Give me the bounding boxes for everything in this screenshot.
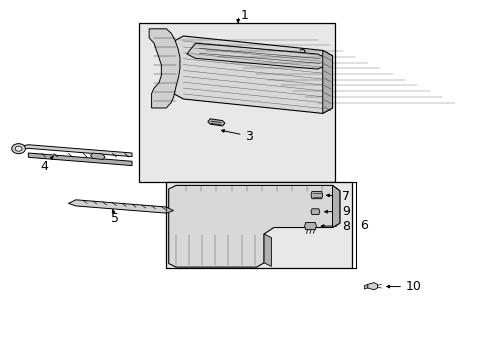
Text: 6: 6 (359, 219, 367, 231)
Text: 5: 5 (111, 209, 119, 225)
Polygon shape (186, 43, 326, 69)
Polygon shape (166, 207, 173, 213)
Text: 2: 2 (285, 48, 305, 61)
Text: 9: 9 (324, 205, 349, 218)
Text: 1: 1 (241, 9, 248, 22)
Polygon shape (310, 209, 319, 215)
Polygon shape (264, 234, 271, 266)
Text: 10: 10 (386, 280, 421, 293)
Polygon shape (310, 192, 322, 199)
Polygon shape (14, 145, 132, 157)
Polygon shape (367, 283, 377, 290)
Circle shape (12, 144, 25, 154)
Polygon shape (149, 29, 180, 108)
Text: 8: 8 (321, 220, 349, 233)
Polygon shape (322, 50, 332, 113)
Circle shape (15, 146, 22, 151)
Text: 3: 3 (221, 130, 253, 143)
Bar (139, 23, 334, 182)
Text: 4: 4 (40, 156, 53, 173)
Bar (166, 182, 351, 268)
Polygon shape (168, 185, 339, 267)
Polygon shape (207, 119, 224, 126)
Polygon shape (68, 200, 173, 213)
Text: 7: 7 (326, 190, 349, 203)
Polygon shape (90, 153, 105, 159)
Polygon shape (364, 284, 367, 289)
Polygon shape (332, 185, 339, 228)
Polygon shape (173, 36, 332, 113)
Polygon shape (304, 222, 316, 230)
Polygon shape (28, 153, 132, 166)
